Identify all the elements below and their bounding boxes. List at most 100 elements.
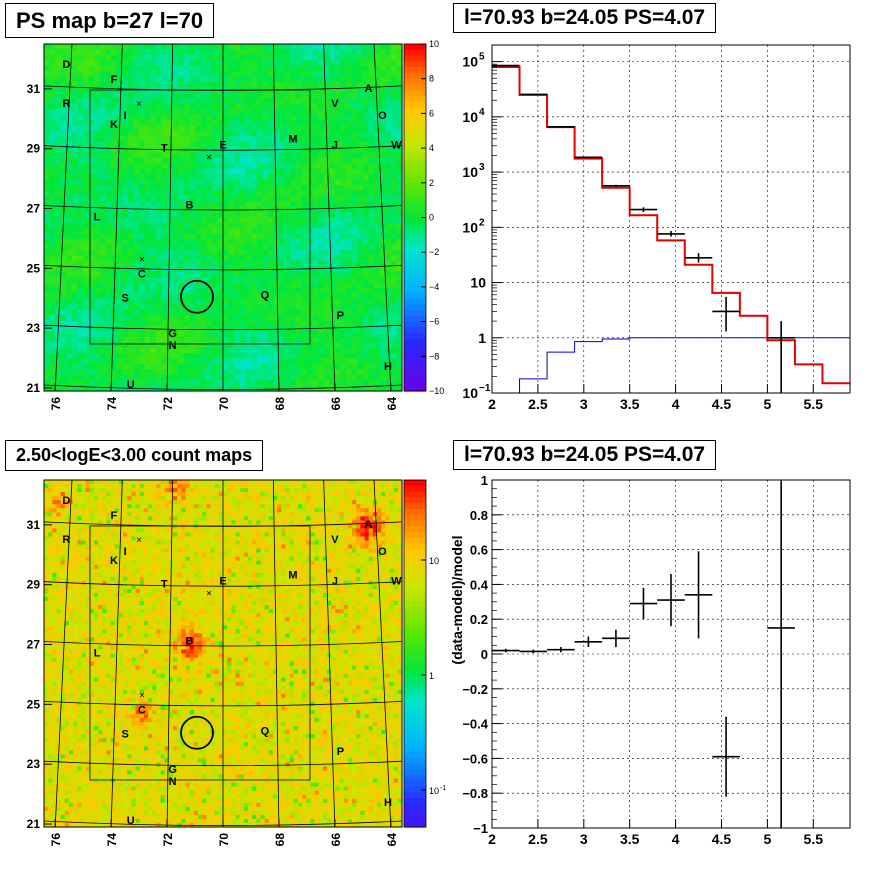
lon-line	[323, 479, 336, 828]
x-tick-label: 74	[105, 397, 119, 411]
x-tick-label: 2	[488, 831, 496, 847]
source-label: I	[124, 110, 127, 122]
x-tick-label: 3.5	[620, 831, 640, 847]
residual-point	[492, 648, 520, 653]
source-label: H	[384, 797, 392, 809]
colorbar-tick-label: −8	[429, 351, 439, 361]
source-label: R	[62, 534, 70, 546]
y-tick-label: 0	[481, 647, 488, 662]
data-point	[712, 296, 740, 332]
x-tick-label: 76	[49, 397, 63, 411]
spectrum-grid	[491, 45, 850, 394]
y-tick-label: 27	[27, 202, 41, 216]
x-tick-label: 2.5	[528, 831, 548, 847]
x-tick-label: 3	[580, 831, 588, 847]
source-label: N	[169, 340, 177, 352]
y-tick-label: 10	[462, 385, 478, 401]
lon-line	[373, 43, 392, 392]
colorbar-tick-label: 4	[429, 143, 434, 153]
lon-line	[110, 479, 123, 828]
source-label: J	[332, 576, 338, 588]
source-label: B	[185, 636, 193, 648]
colorbar-frame	[403, 479, 427, 828]
y-tick-exp: −1	[479, 383, 491, 394]
source-label: T	[161, 143, 168, 155]
data-point	[629, 207, 658, 212]
y-tick-label: 29	[27, 578, 41, 592]
x-tick-label: 70	[217, 833, 231, 847]
data-point	[574, 156, 603, 159]
source-label: Q	[261, 289, 270, 301]
x-tick-label: 5	[763, 396, 771, 412]
source-label: J	[332, 140, 338, 152]
source-label: W	[391, 576, 402, 588]
residual-point	[767, 480, 795, 828]
colorbar-tick-label: 6	[429, 108, 434, 118]
y-tick-label: 31	[27, 518, 41, 532]
y-tick-label: 10	[462, 109, 478, 125]
selected-source-circle	[180, 715, 214, 750]
x-tick-label: 4.5	[712, 396, 732, 412]
y-tick-label: −0.4	[462, 717, 488, 732]
y-tick-exp: 4	[479, 107, 485, 118]
lon-line	[272, 43, 280, 392]
source-label: S	[121, 292, 128, 304]
source-label: D	[62, 495, 70, 507]
colorbar-tick-label: −6	[429, 317, 439, 327]
x-tick-label: 4	[672, 396, 680, 412]
source-label: A	[364, 83, 372, 95]
y-tick-exp: 5	[479, 52, 485, 63]
residual-point	[712, 716, 740, 797]
residual-chart: 2 2.5 3 3.5 4 4.5 5 5.5 −1 −0.8 −0.6 −0.4 −0.2 0 0.2 0.…	[449, 473, 851, 847]
lon-line	[54, 479, 73, 828]
data-point	[767, 321, 795, 393]
lon-line	[54, 43, 73, 392]
spectrum-title: l=70.93 b=24.05 PS=4.07	[453, 3, 717, 33]
residual-point	[547, 647, 575, 653]
x-tick-label: 2	[488, 396, 496, 412]
y-tick-label: 10	[462, 54, 478, 70]
x-tick-label: 74	[105, 833, 119, 847]
x-tick-label: 66	[329, 833, 343, 847]
x-tick-label: 72	[161, 397, 175, 411]
source-label: K	[110, 555, 118, 567]
source-label: M	[288, 134, 297, 146]
source-label: T	[161, 579, 168, 591]
source-label: C	[138, 704, 146, 716]
y-tick-label: 0.6	[470, 543, 488, 558]
colorbar-tick-label: 2	[429, 178, 434, 188]
ps-map-cells	[44, 44, 403, 392]
source-label: L	[94, 647, 101, 659]
data-point	[602, 184, 630, 187]
ps-colorbar	[404, 44, 426, 392]
roi-outline	[89, 89, 311, 345]
background-series	[519, 337, 850, 393]
source-label: W	[391, 140, 402, 152]
source-label: Q	[261, 725, 270, 737]
cnt-colorbar	[404, 480, 426, 828]
residual-point	[684, 551, 713, 639]
residual-title: l=70.93 b=24.05 PS=4.07	[453, 440, 717, 470]
lon-line	[166, 479, 174, 828]
y-tick-label: 25	[27, 697, 41, 711]
source-label: K	[110, 119, 118, 131]
source-label: A	[364, 519, 372, 531]
residual-point	[602, 629, 630, 648]
lon-line	[272, 479, 280, 828]
colorbar-tick-label: 10	[429, 556, 439, 566]
source-label: P	[337, 310, 344, 322]
colorbar-tick-label: 1	[429, 671, 434, 681]
x-tick-label: 68	[273, 833, 287, 847]
spectrum-frame	[491, 44, 851, 394]
y-tick-label: 23	[27, 321, 41, 335]
x-tick-label: 3.5	[620, 396, 640, 412]
y-tick-label: 31	[27, 82, 41, 96]
colorbar-tick-label: 10	[429, 786, 439, 796]
source-label: G	[168, 328, 177, 340]
lon-line	[166, 43, 174, 392]
x-tick-label: 66	[329, 397, 343, 411]
y-tick-label: −0.8	[462, 786, 488, 801]
x-tick-label: 70	[217, 397, 231, 411]
